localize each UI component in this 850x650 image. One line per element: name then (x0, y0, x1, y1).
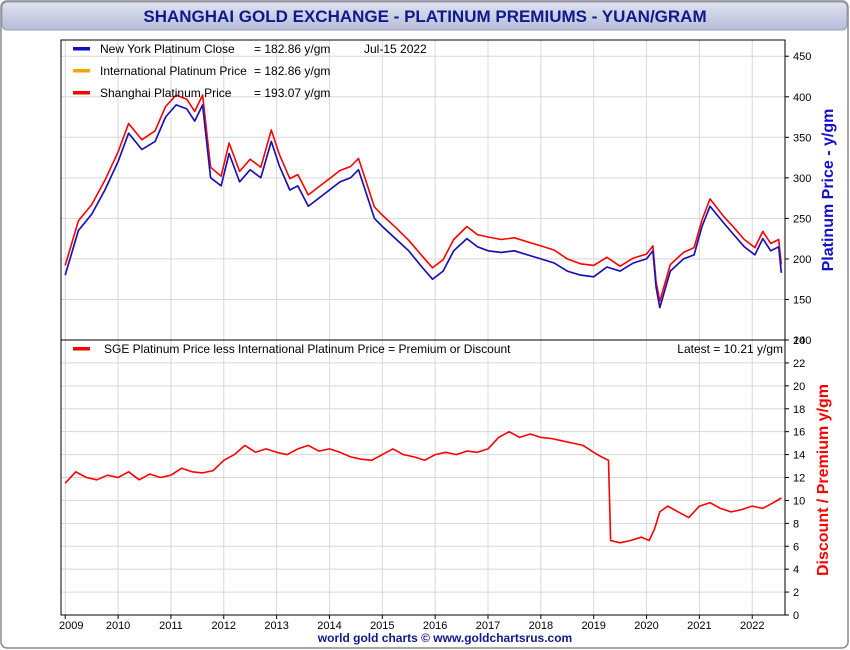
price-panel: 100 150 200 250 300 350 400 450 New York Platin… (60, 39, 837, 347)
legend-swatch-ny (73, 47, 90, 51)
chart-title: SHANGHAI GOLD EXCHANGE - PLATINUM PREMIU… (143, 7, 706, 26)
x-tick-label: 2018 (529, 620, 553, 632)
footer-credit: world gold charts © www.goldchartsrus.co… (317, 631, 572, 645)
x-tick-label: 2015 (370, 620, 394, 632)
legend-swatch-intl (73, 69, 90, 73)
title-bar (1, 1, 848, 31)
x-tick-label: 2009 (59, 620, 83, 632)
price-y-tick-label: 150 (793, 294, 811, 306)
legend-label-ny: New York Platinum Close (100, 42, 235, 56)
x-tick-label: 2012 (212, 620, 236, 632)
x-tick-label: 2010 (106, 620, 130, 632)
premium-y-tick-label: 6 (793, 541, 799, 553)
series-line-sge (64, 94, 783, 302)
premium-y-tick-label: 0 (793, 610, 799, 622)
premium-y-tick-label: 22 (793, 358, 805, 370)
legend-swatch-premium (73, 347, 90, 351)
latest-value: Latest = 10.21 y/gm (677, 342, 783, 356)
price-panel-y-ticks: 100 150 200 250 300 350 400 450 (785, 51, 811, 347)
premium-y-tick-label: 10 (793, 495, 805, 507)
x-tick-label: 2022 (740, 620, 764, 632)
price-legend: New York Platinum Close = 182.86 y/gm Ju… (73, 42, 427, 100)
premium-y-tick-label: 12 (793, 473, 805, 485)
x-tick-label: 2011 (159, 620, 183, 632)
x-tick-label: 2013 (264, 620, 288, 632)
premium-y-axis-label: Discount / Premium y/gm (815, 384, 832, 576)
x-tick-label: 2020 (634, 620, 658, 632)
premium-y-tick-label: 20 (793, 381, 805, 393)
price-y-axis-label: Platinum Price - y/gm (820, 109, 837, 272)
legend-value-ny: = 182.86 y/gm (254, 42, 330, 56)
premium-legend: SGE Platinum Price less International Pl… (73, 342, 783, 356)
x-tick-label: 2016 (423, 620, 447, 632)
price-panel-series (64, 94, 783, 309)
price-y-tick-label: 300 (793, 173, 811, 185)
price-y-tick-label: 100 (793, 335, 811, 347)
premium-y-tick-label: 8 (793, 518, 799, 530)
premium-y-tick-label: 14 (793, 450, 805, 462)
price-y-tick-label: 250 (793, 213, 811, 225)
x-tick-label: 2017 (476, 620, 500, 632)
premium-y-tick-label: 18 (793, 404, 805, 416)
price-y-tick-label: 400 (793, 92, 811, 104)
series-line-premium (64, 430, 782, 544)
x-axis-ticks: 2009 2010 2011 2012 2013 2014 2015 2016 2017 2018… (59, 615, 764, 632)
legend-label-intl: International Platinum Price (100, 64, 247, 78)
premium-panel-border (60, 339, 786, 616)
legend-label-premium: SGE Platinum Price less International Pl… (104, 342, 511, 356)
legend-date: Jul-15 2022 (364, 42, 427, 56)
premium-y-tick-label: 16 (793, 427, 805, 439)
legend-swatch-sge (73, 91, 90, 95)
x-tick-label: 2014 (317, 620, 341, 632)
legend-label-sge: Shanghai Platinum Price (100, 86, 232, 100)
premium-y-tick-label: 4 (793, 564, 799, 576)
price-y-tick-label: 450 (793, 51, 811, 63)
price-y-tick-label: 350 (793, 132, 811, 144)
premium-panel-series (64, 430, 782, 544)
premium-y-tick-label: 2 (793, 587, 799, 599)
series-line-ny (64, 104, 783, 309)
legend-value-sge: = 193.07 y/gm (254, 86, 330, 100)
premium-y-tick-label: 24 (793, 335, 805, 347)
x-tick-label: 2019 (581, 620, 605, 632)
x-tick-label: 2021 (687, 620, 711, 632)
price-y-tick-label: 200 (793, 254, 811, 266)
legend-value-intl: = 182.86 y/gm (254, 64, 330, 78)
